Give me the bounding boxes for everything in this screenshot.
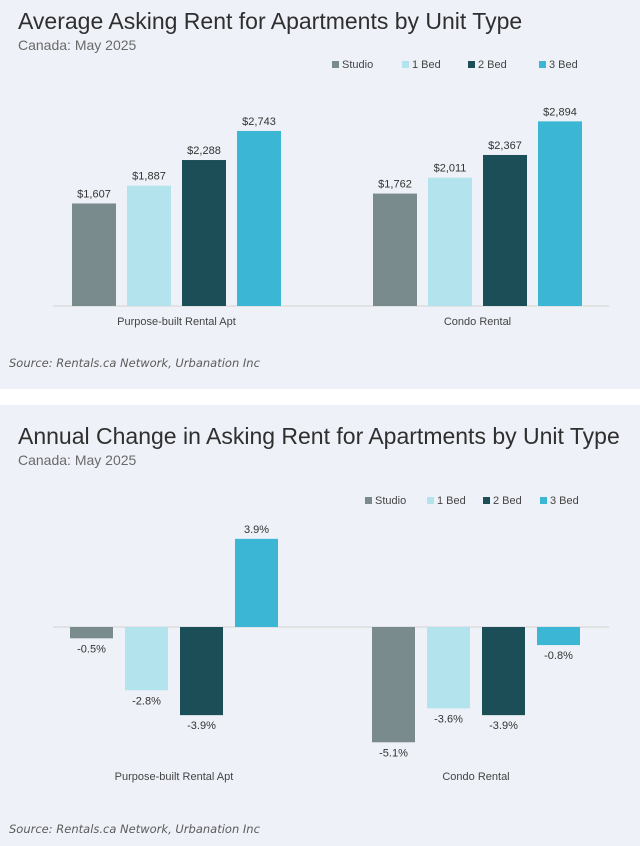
bar <box>237 130 281 306</box>
data-label: 3.9% <box>244 524 269 536</box>
bar <box>482 627 525 716</box>
data-label: -0.5% <box>77 643 106 655</box>
legend-label: Studio <box>342 59 373 71</box>
legend-label: 2 Bed <box>478 59 507 71</box>
legend-label: 1 Bed <box>437 495 466 507</box>
bar <box>180 627 223 716</box>
change-bar-chart: Studio 1 Bed 2 Bed 3 Bed -0.5% -2.8% -3.9% 3.9%… <box>53 495 609 783</box>
legend-label: 3 Bed <box>549 59 578 71</box>
data-label: $1,607 <box>77 188 111 200</box>
data-label: -3.9% <box>489 720 518 732</box>
bar <box>372 627 415 743</box>
bar <box>127 185 171 306</box>
bar <box>70 627 113 639</box>
bar <box>182 160 226 306</box>
legend-swatch <box>427 497 434 504</box>
rent-bar-chart: Studio 1 Bed 2 Bed 3 Bed $1,607 $1,887 $2,288 $… <box>53 59 609 328</box>
chart-subtitle: Canada: May 2025 <box>18 452 137 468</box>
legend-swatch <box>483 497 490 504</box>
legend-swatch <box>468 61 475 68</box>
legend-swatch <box>539 61 546 68</box>
data-label: $1,887 <box>132 171 166 183</box>
data-label: $2,367 <box>488 140 522 152</box>
legend-swatch <box>365 497 372 504</box>
bar <box>373 193 417 306</box>
chart-subtitle: Canada: May 2025 <box>18 37 137 53</box>
chart-title: Average Asking Rent for Apartments by Un… <box>18 8 523 34</box>
bar <box>72 203 116 306</box>
data-label: $1,762 <box>378 179 412 191</box>
rent-chart-panel: Average Asking Rent for Apartments by Un… <box>0 0 640 389</box>
legend-label: 2 Bed <box>493 495 522 507</box>
data-label: $2,743 <box>242 116 276 128</box>
category-label: Condo Rental <box>442 771 509 783</box>
data-label: -3.9% <box>187 720 216 732</box>
data-label: -5.1% <box>379 747 408 759</box>
bar <box>428 177 472 306</box>
data-label: -0.8% <box>544 650 573 662</box>
legend-swatch <box>540 497 547 504</box>
legend-swatch <box>332 61 339 68</box>
data-label: $2,288 <box>187 145 221 157</box>
category-label: Purpose-built Rental Apt <box>117 316 236 328</box>
legend-label: 1 Bed <box>412 59 441 71</box>
bar <box>235 538 278 627</box>
legend-swatch <box>402 61 409 68</box>
legend-label: Studio <box>375 495 406 507</box>
chart-source: Source: Rentals.ca Network, Urbanation I… <box>9 822 260 836</box>
change-chart-panel: Annual Change in Asking Rent for Apartme… <box>0 405 640 846</box>
bar <box>537 627 580 646</box>
bar <box>125 627 168 691</box>
category-label: Condo Rental <box>444 316 511 328</box>
bar <box>483 154 527 306</box>
bar <box>538 121 582 307</box>
category-label: Purpose-built Rental Apt <box>115 771 234 783</box>
chart-source: Source: Rentals.ca Network, Urbanation I… <box>9 356 260 370</box>
data-label: -3.6% <box>434 713 463 725</box>
data-label: $2,894 <box>543 106 577 118</box>
data-label: $2,011 <box>434 163 467 175</box>
legend-label: 3 Bed <box>550 495 579 507</box>
chart-title: Annual Change in Asking Rent for Apartme… <box>18 423 620 449</box>
data-label: -2.8% <box>132 695 161 707</box>
bar <box>427 627 470 709</box>
